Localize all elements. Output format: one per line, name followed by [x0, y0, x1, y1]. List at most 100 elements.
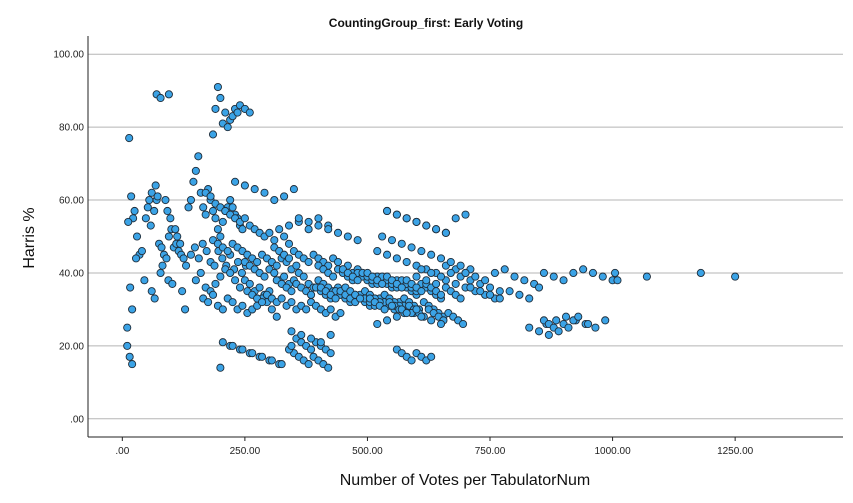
data-point	[436, 319, 446, 329]
data-point	[324, 225, 333, 234]
chart-title: CountingGroup_first: Early Voting	[329, 16, 523, 30]
data-point	[287, 327, 296, 336]
data-point	[211, 214, 220, 223]
data-point	[213, 225, 222, 234]
data-point	[238, 345, 247, 354]
data-point	[495, 287, 504, 296]
data-point	[598, 272, 607, 281]
data-point	[373, 247, 382, 256]
data-point	[190, 243, 199, 252]
data-point	[284, 221, 294, 230]
data-point	[147, 188, 156, 197]
x-tick-label: 500.00	[352, 446, 383, 457]
data-point	[245, 279, 254, 288]
data-point	[140, 276, 149, 285]
data-point	[280, 232, 289, 241]
data-point	[226, 268, 235, 278]
data-point	[228, 341, 237, 350]
data-point	[238, 225, 247, 234]
data-point	[231, 276, 240, 285]
data-point	[280, 272, 289, 281]
data-point	[240, 214, 249, 223]
data-point	[143, 203, 152, 212]
data-points	[123, 82, 740, 372]
data-point	[226, 195, 235, 205]
data-point	[456, 261, 465, 270]
data-point	[184, 203, 193, 212]
data-point	[176, 239, 185, 248]
data-point	[287, 287, 296, 296]
data-point	[427, 316, 436, 325]
data-point	[130, 206, 139, 216]
data-point	[270, 268, 279, 278]
data-point	[417, 312, 426, 321]
data-point	[564, 323, 573, 332]
data-point	[196, 268, 205, 278]
data-point	[324, 363, 333, 372]
data-point	[277, 360, 286, 369]
data-point	[206, 192, 215, 201]
data-point	[218, 254, 227, 263]
data-point	[125, 352, 134, 361]
data-point	[218, 305, 227, 314]
data-point	[272, 312, 281, 321]
data-point	[267, 305, 276, 314]
data-point	[456, 294, 465, 303]
y-tick-label: 20.00	[59, 341, 84, 352]
data-point	[534, 283, 544, 292]
data-point	[466, 283, 475, 292]
data-point	[216, 272, 225, 281]
data-point	[436, 254, 446, 263]
data-point	[218, 217, 227, 226]
data-point	[255, 283, 264, 292]
data-point	[194, 254, 203, 263]
data-point	[131, 254, 141, 263]
data-point	[248, 349, 257, 358]
data-point	[591, 323, 600, 332]
data-point	[228, 298, 237, 307]
y-tick-label: 80.00	[59, 123, 84, 134]
data-point	[446, 257, 455, 267]
data-point	[181, 305, 190, 314]
data-point	[287, 341, 296, 350]
data-point	[280, 192, 289, 201]
data-point	[253, 257, 262, 267]
data-point	[145, 195, 154, 205]
x-tick-label: 750.00	[475, 446, 506, 457]
data-point	[510, 272, 519, 281]
data-point	[380, 305, 389, 314]
data-point	[500, 265, 509, 274]
data-point	[245, 108, 254, 117]
data-point	[287, 298, 296, 307]
data-point	[436, 272, 446, 281]
data-point	[331, 294, 340, 303]
data-point	[333, 257, 343, 267]
data-point	[128, 360, 137, 369]
data-point	[257, 352, 267, 361]
data-point	[307, 290, 316, 299]
data-point	[270, 195, 279, 205]
data-point	[485, 290, 495, 299]
data-point	[158, 261, 167, 270]
data-point	[146, 221, 155, 230]
data-point	[520, 276, 529, 285]
data-point	[613, 276, 622, 285]
data-point	[432, 279, 441, 288]
data-point	[610, 268, 620, 278]
data-point	[163, 206, 172, 216]
data-point	[329, 272, 338, 281]
data-point	[481, 276, 490, 285]
data-point	[216, 232, 225, 241]
data-point	[402, 214, 411, 223]
data-point	[552, 316, 561, 325]
data-point	[277, 294, 286, 303]
y-tick-label: 40.00	[59, 268, 84, 279]
data-point	[265, 228, 274, 237]
data-point	[534, 327, 544, 336]
data-point	[383, 316, 392, 325]
data-point	[471, 272, 480, 281]
data-point	[392, 312, 401, 321]
data-point	[198, 239, 207, 248]
data-point	[199, 203, 208, 212]
